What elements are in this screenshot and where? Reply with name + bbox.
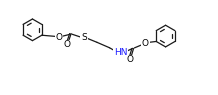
Text: O: O — [56, 33, 63, 42]
Text: O: O — [142, 39, 149, 48]
Text: O: O — [126, 55, 133, 65]
Text: S: S — [81, 33, 87, 42]
Text: HN: HN — [114, 48, 127, 57]
Text: O: O — [64, 40, 71, 49]
